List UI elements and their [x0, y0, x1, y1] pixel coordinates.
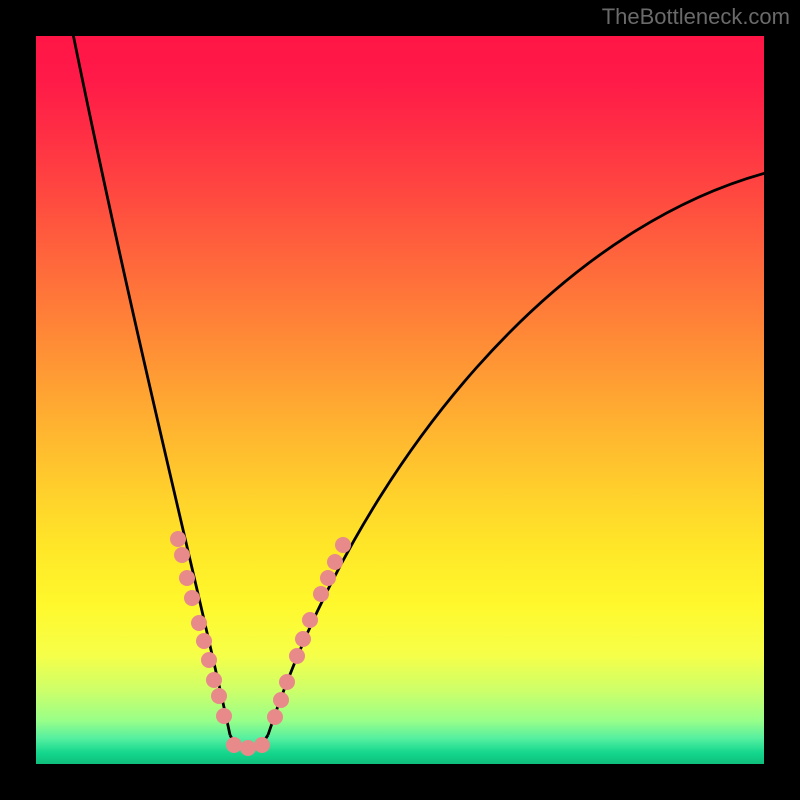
watermark-text: TheBottleneck.com — [602, 4, 790, 30]
data-marker — [254, 737, 270, 753]
data-marker — [184, 590, 200, 606]
data-marker — [313, 586, 329, 602]
bottleneck-chart-svg — [0, 0, 800, 800]
data-marker — [170, 531, 186, 547]
data-marker — [240, 740, 256, 756]
data-marker — [206, 672, 222, 688]
data-marker — [267, 709, 283, 725]
plot-area — [36, 36, 764, 764]
data-marker — [211, 688, 227, 704]
data-marker — [196, 633, 212, 649]
data-marker — [289, 648, 305, 664]
data-marker — [295, 631, 311, 647]
data-marker — [174, 547, 190, 563]
data-marker — [327, 554, 343, 570]
data-marker — [179, 570, 195, 586]
chart-canvas: TheBottleneck.com — [0, 0, 800, 800]
data-marker — [320, 570, 336, 586]
data-marker — [279, 674, 295, 690]
data-marker — [201, 652, 217, 668]
data-marker — [335, 537, 351, 553]
data-marker — [191, 615, 207, 631]
data-marker — [273, 692, 289, 708]
data-marker — [302, 612, 318, 628]
data-marker — [226, 737, 242, 753]
data-marker — [216, 708, 232, 724]
